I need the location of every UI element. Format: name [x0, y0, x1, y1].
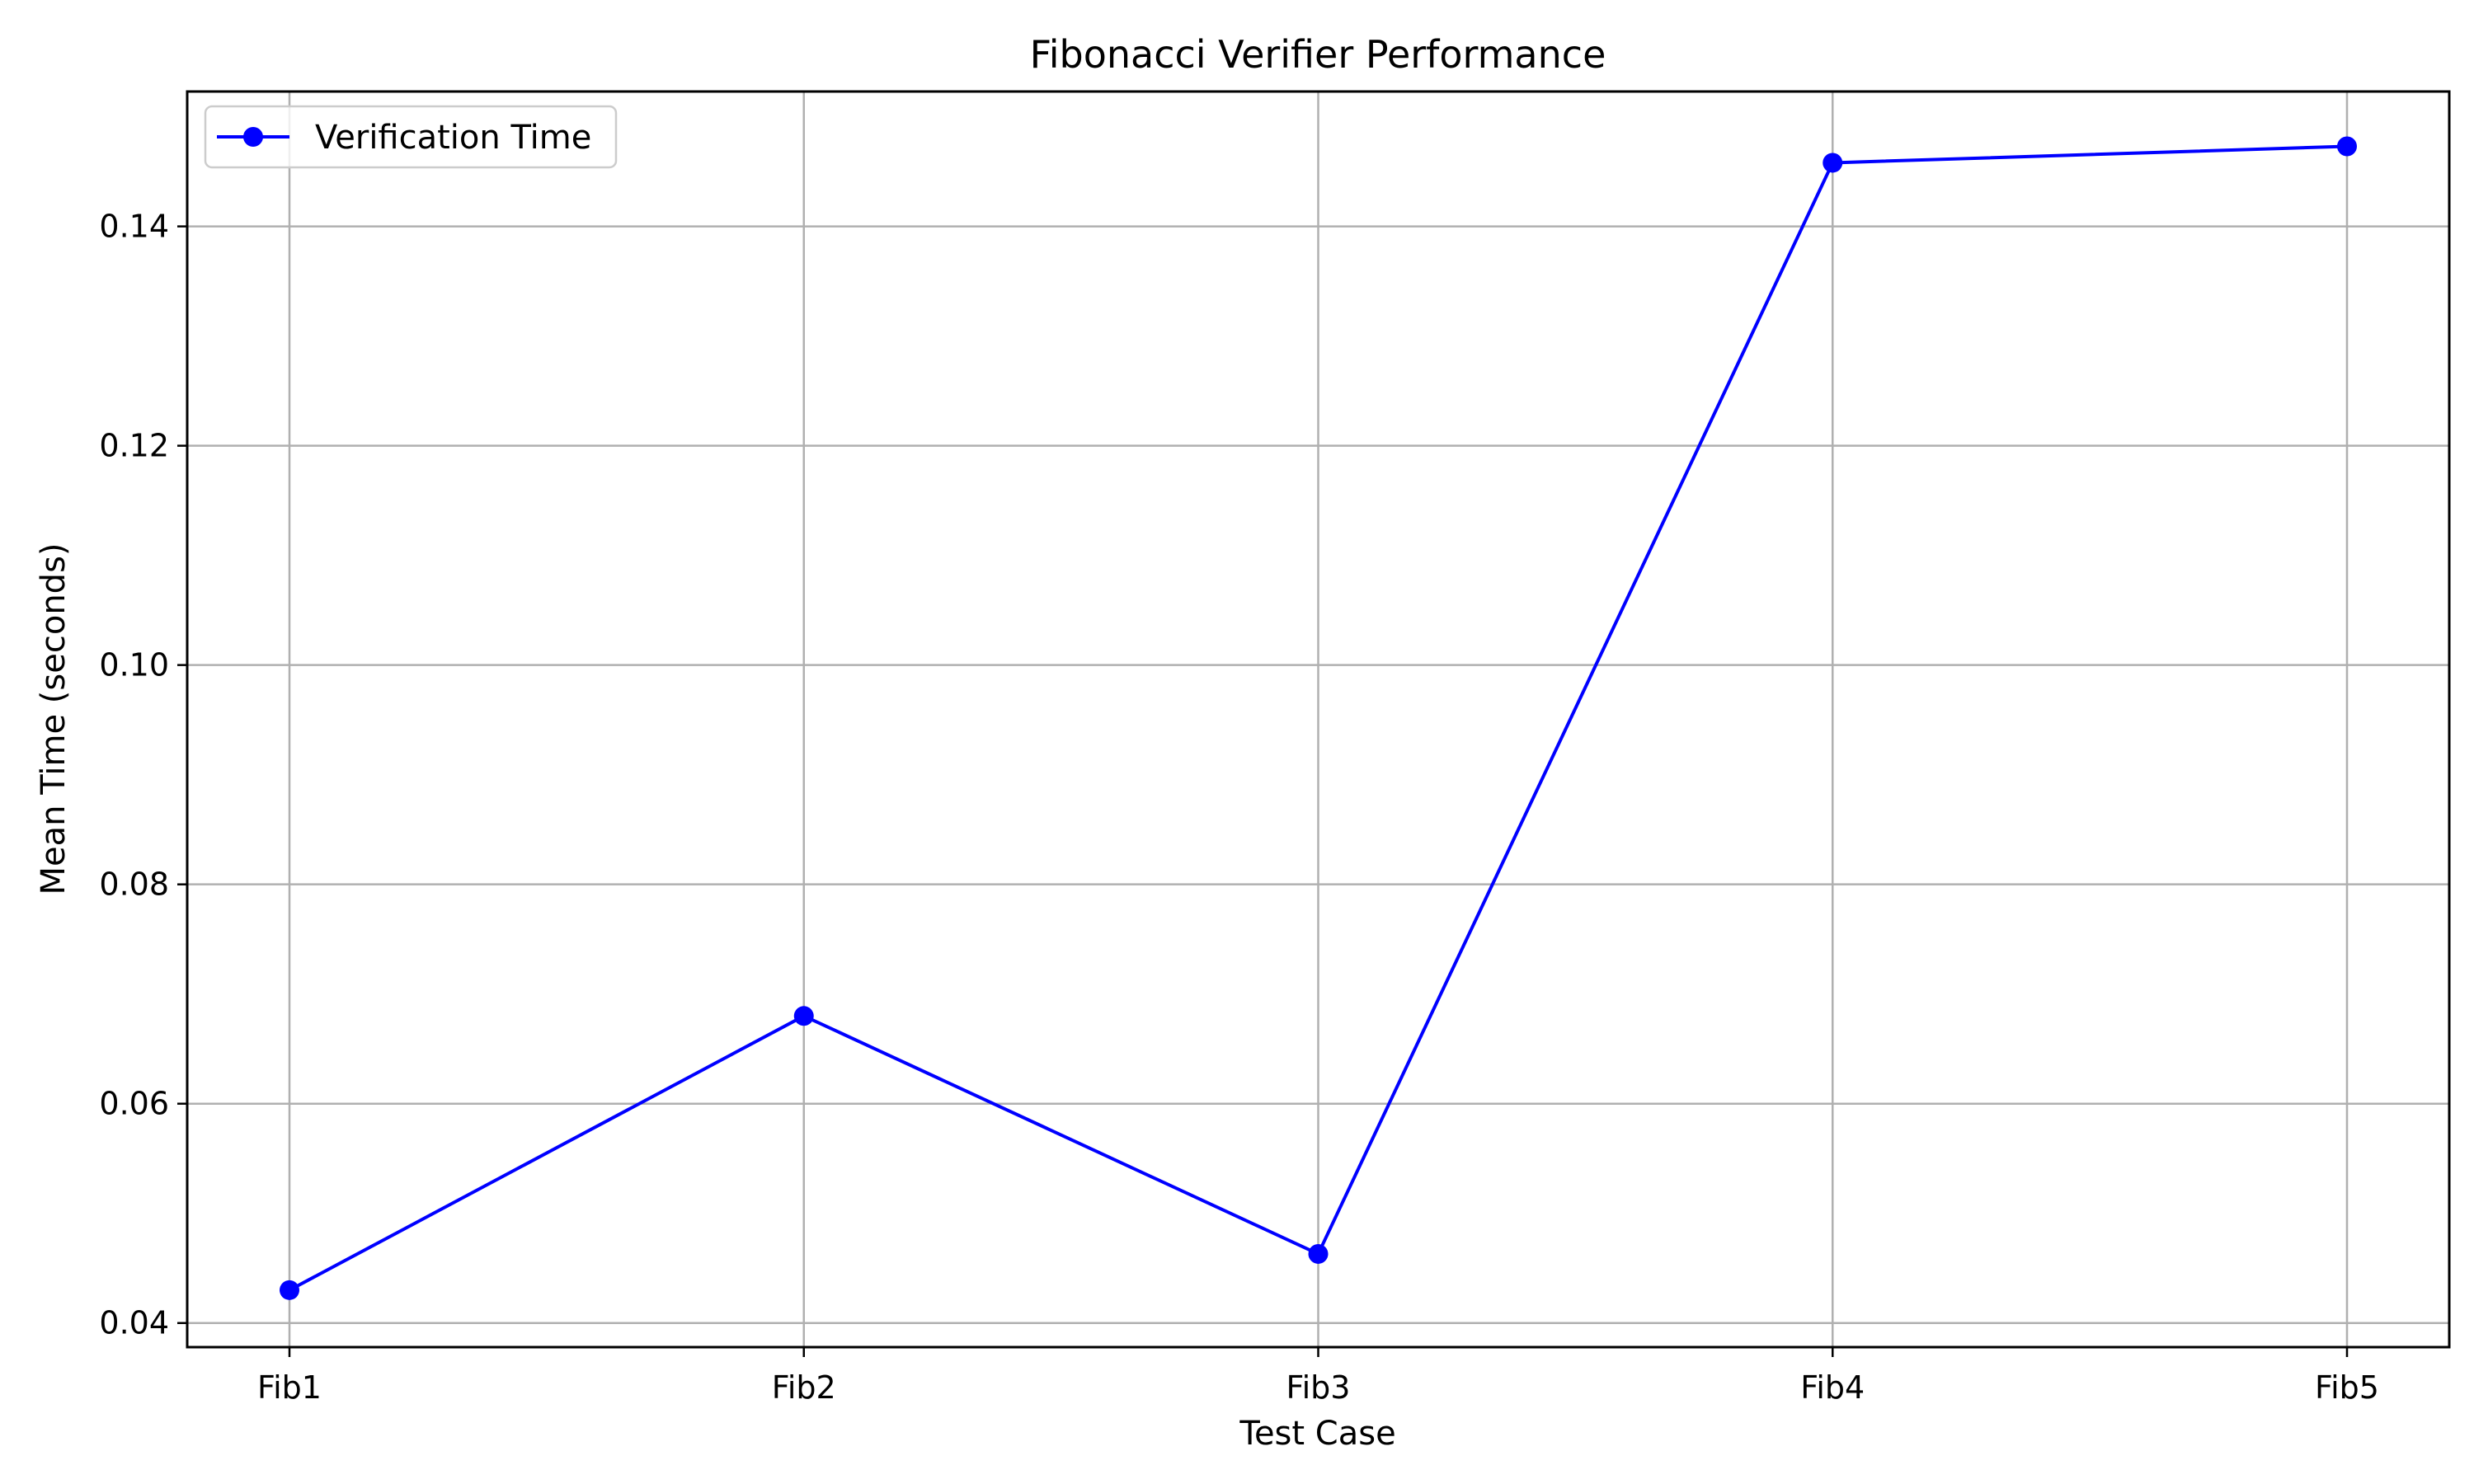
legend-box [204, 105, 618, 169]
data-point-fib5 [2337, 136, 2357, 157]
legend-marker-swatch [243, 127, 263, 147]
legend: Verification Time [204, 105, 618, 169]
data-point-fib2 [793, 1006, 814, 1026]
axis-ticks: Fib1 Fib2 Fib3 Fib4 Fib5 0.04 0.06 0.08 0.10 0.12… [99, 209, 2379, 1406]
y-axis-label: Mean Time (seconds) [35, 542, 73, 895]
y-tick-label: 0.04 [99, 1305, 169, 1341]
legend-label: Verification Time [315, 119, 591, 157]
data-point-fib3 [1308, 1243, 1329, 1264]
x-tick-label: Fib3 [1286, 1369, 1351, 1406]
y-tick-label: 0.06 [99, 1086, 169, 1122]
data-series [280, 136, 2357, 1300]
x-tick-label: Fib2 [772, 1369, 836, 1406]
data-point-fib4 [1823, 153, 1843, 173]
grid-lines [187, 92, 2449, 1347]
y-tick-label: 0.14 [99, 209, 169, 245]
x-tick-label: Fib4 [1800, 1369, 1865, 1406]
x-tick-label: Fib5 [2315, 1369, 2379, 1406]
y-tick-label: 0.08 [99, 866, 169, 903]
y-tick-label: 0.12 [99, 428, 169, 464]
y-tick-label: 0.10 [99, 647, 169, 683]
data-point-fib1 [280, 1280, 299, 1300]
chart-title: Fibonacci Verifier Performance [1030, 32, 1606, 77]
x-axis-label: Test Case [1239, 1415, 1395, 1453]
x-tick-label: Fib1 [257, 1369, 322, 1406]
